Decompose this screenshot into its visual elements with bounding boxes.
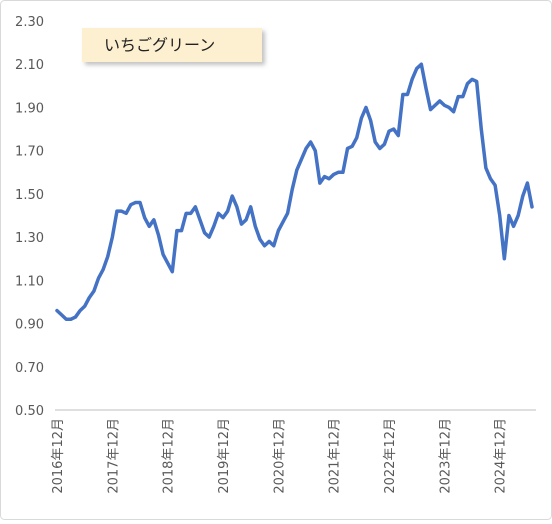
x-tick-label: 2019年12月 [217,418,232,494]
y-tick-label: 1.70 [15,145,44,160]
y-tick-label: 1.50 [15,188,44,203]
x-tick-label: 2020年12月 [272,418,287,494]
x-tick-label: 2018年12月 [162,418,177,494]
x-tick-label: 2016年12月 [51,418,66,494]
y-tick-label: 0.90 [15,318,44,333]
y-tick-label: 2.10 [15,58,44,73]
y-tick-label: 0.50 [15,404,44,419]
x-tick-label: 2023年12月 [438,418,453,494]
y-tick-label: 0.70 [15,361,44,376]
x-tick-label: 2017年12月 [106,418,121,494]
data-line [55,62,534,321]
y-tick-label: 1.30 [15,231,44,246]
legend-box [82,28,262,62]
x-tick-label: 2021年12月 [328,418,343,494]
x-tick-label: 2022年12月 [383,418,398,494]
y-tick-label: 1.90 [15,101,44,116]
legend-label: いちごグリーン [104,36,215,55]
plot-area: 0.50 0.70 0.90 1.10 1.30 1.50 1.70 1.90 2.10 2.30… [15,15,536,494]
y-tick-label: 2.30 [15,15,44,30]
x-tick-label: 2024年12月 [494,418,509,494]
y-tick-label: 1.10 [15,274,44,289]
